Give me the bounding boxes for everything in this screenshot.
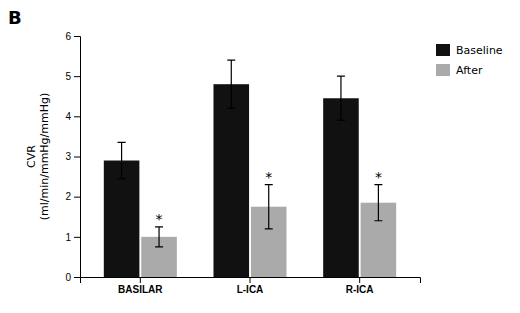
annotation: * (265, 169, 272, 185)
y-tick-mark (74, 277, 80, 278)
y-tick: 2 (65, 191, 80, 202)
title: B (8, 7, 22, 28)
bar (213, 84, 249, 277)
y-axis: 0 1 2 3 4 5 6 (65, 31, 80, 283)
chart: BASILAR L-ICA R-ICA 0 1 2 3 4 5 6 * * * CVR(ml/min/mm… (0, 0, 520, 313)
y-tick: 6 (65, 31, 80, 42)
legend-swatch (436, 64, 450, 76)
x-tick: L-ICA (237, 277, 264, 295)
marks (104, 60, 396, 277)
x-tick: R-ICA (346, 277, 374, 295)
y-axis-title: CVR(ml/min/mmHg/mmHg) (25, 93, 51, 221)
y-tick-label: 0 (65, 272, 71, 283)
x-tick-label: BASILAR (118, 284, 163, 295)
y-tick-mark (74, 157, 80, 158)
y-tick: 0 (65, 272, 80, 283)
bar (323, 98, 359, 277)
x-axis: BASILAR L-ICA R-ICA (81, 277, 421, 295)
y-tick-label: 6 (65, 31, 71, 42)
y-tick: 3 (65, 151, 80, 162)
annotation: * (375, 169, 382, 185)
legend-item: Baseline (436, 44, 503, 57)
y-tick: 5 (65, 71, 80, 82)
y-axis-title-line: CVR (25, 145, 38, 168)
plot-area: BASILAR L-ICA R-ICA 0 1 2 3 4 5 6 * * * (65, 31, 420, 295)
x-axis-line (81, 278, 421, 284)
legend-item: After (436, 64, 483, 77)
legend: Baseline After (436, 44, 503, 77)
y-tick-mark (74, 36, 80, 37)
y-tick-mark (74, 116, 80, 117)
error-bar (118, 142, 126, 178)
legend-label: After (456, 64, 483, 77)
error-bar (374, 185, 382, 221)
y-tick-label: 5 (65, 71, 71, 82)
y-tick-mark (74, 237, 80, 238)
x-tick-mark (250, 277, 251, 283)
y-tick-mark (74, 76, 80, 77)
y-tick: 1 (65, 232, 80, 243)
error-bar (227, 60, 235, 108)
x-tick-mark (140, 277, 141, 283)
x-tick-label: L-ICA (237, 284, 264, 295)
y-tick-mark (74, 197, 80, 198)
error-bar (265, 185, 273, 229)
legend-label: Baseline (456, 44, 503, 57)
error-bar (337, 76, 345, 120)
error-bar (155, 227, 163, 247)
y-tick: 4 (65, 111, 80, 122)
y-axis-line (74, 37, 81, 278)
legend-swatch (436, 44, 450, 56)
series-1 (141, 185, 396, 277)
x-tick: BASILAR (118, 277, 163, 295)
series-0 (104, 60, 359, 277)
y-tick-label: 2 (65, 191, 71, 202)
y-axis-title-line: (ml/min/mmHg/mmHg) (38, 93, 51, 221)
y-tick-label: 1 (65, 232, 71, 243)
y-tick-label: 4 (65, 111, 71, 122)
x-tick-label: R-ICA (346, 284, 374, 295)
annotations: * * * (156, 169, 382, 227)
x-tick-mark (359, 277, 360, 283)
y-tick-label: 3 (65, 151, 71, 162)
annotation: * (156, 211, 163, 227)
